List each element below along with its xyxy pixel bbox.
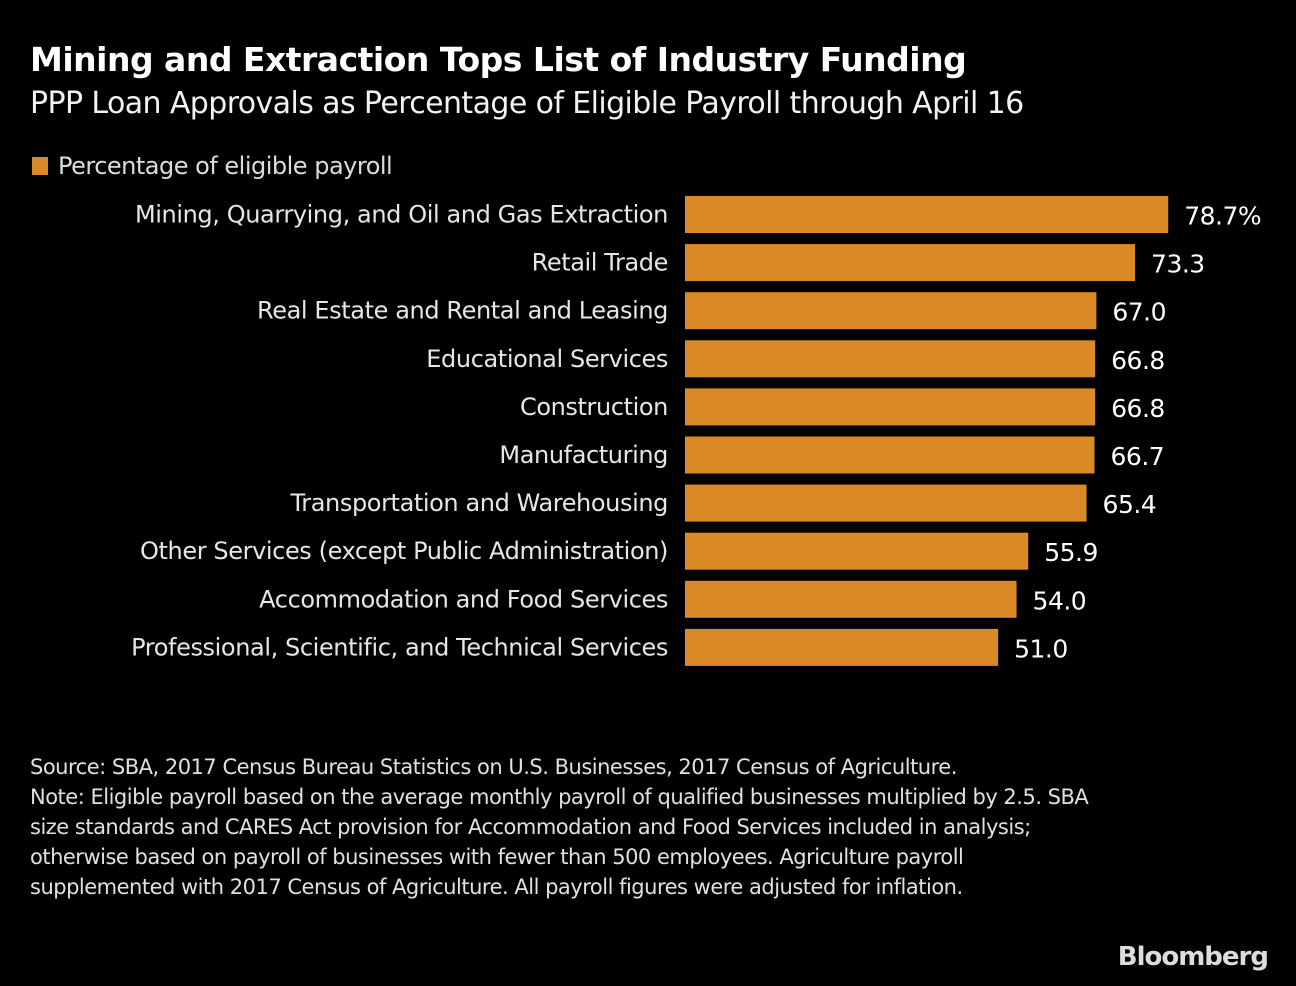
value-label: 67.0: [1112, 298, 1166, 327]
category-label: Accommodation and Food Services: [259, 585, 668, 613]
bar: [685, 388, 1096, 426]
methodology-note: Note: Eligible payroll based on the aver…: [30, 785, 1089, 899]
chart-title: Mining and Extraction Tops List of Indus…: [30, 40, 967, 79]
value-label: 66.7: [1111, 442, 1165, 471]
bar: [685, 628, 999, 666]
value-label: 65.4: [1103, 490, 1157, 519]
category-label: Retail Trade: [532, 249, 668, 277]
value-label: 73.3: [1151, 250, 1205, 279]
value-label: 55.9: [1044, 538, 1098, 567]
bar: [685, 580, 1017, 618]
category-label: Other Services (except Public Administra…: [140, 537, 668, 565]
legend-label: Percentage of eligible payroll: [58, 152, 393, 180]
footer: Source: SBA, 2017 Census Bureau Statisti…: [30, 752, 1090, 902]
bar: [685, 196, 1169, 233]
category-label: Real Estate and Rental and Leasing: [257, 297, 668, 325]
category-label: Transportation and Warehousing: [290, 489, 668, 517]
value-label: 66.8: [1111, 394, 1165, 423]
category-label: Construction: [520, 393, 668, 421]
bar: [685, 244, 1136, 282]
category-label: Educational Services: [426, 345, 668, 373]
value-label: 54.0: [1033, 586, 1087, 615]
bar: [685, 340, 1096, 378]
category-label: Manufacturing: [499, 441, 668, 469]
value-label: 78.7%: [1184, 202, 1261, 231]
category-label: Mining, Quarrying, and Oil and Gas Extra…: [135, 201, 668, 229]
bar-chart: Mining, Quarrying, and Oil and Gas Extra…: [131, 196, 1262, 666]
legend: Percentage of eligible payroll: [32, 152, 393, 180]
value-label: 66.8: [1111, 346, 1165, 375]
bar: [685, 436, 1095, 474]
bloomberg-logo: Bloomberg: [1117, 942, 1269, 972]
source-note: Source: SBA, 2017 Census Bureau Statisti…: [30, 755, 957, 779]
legend-swatch: [32, 157, 48, 175]
bar: [685, 532, 1029, 570]
category-label: Professional, Scientific, and Technical …: [131, 633, 668, 661]
bar: [685, 484, 1087, 522]
chart-subtitle: PPP Loan Approvals as Percentage of Elig…: [30, 86, 1024, 121]
bar: [685, 292, 1097, 330]
value-label: 51.0: [1014, 634, 1068, 663]
